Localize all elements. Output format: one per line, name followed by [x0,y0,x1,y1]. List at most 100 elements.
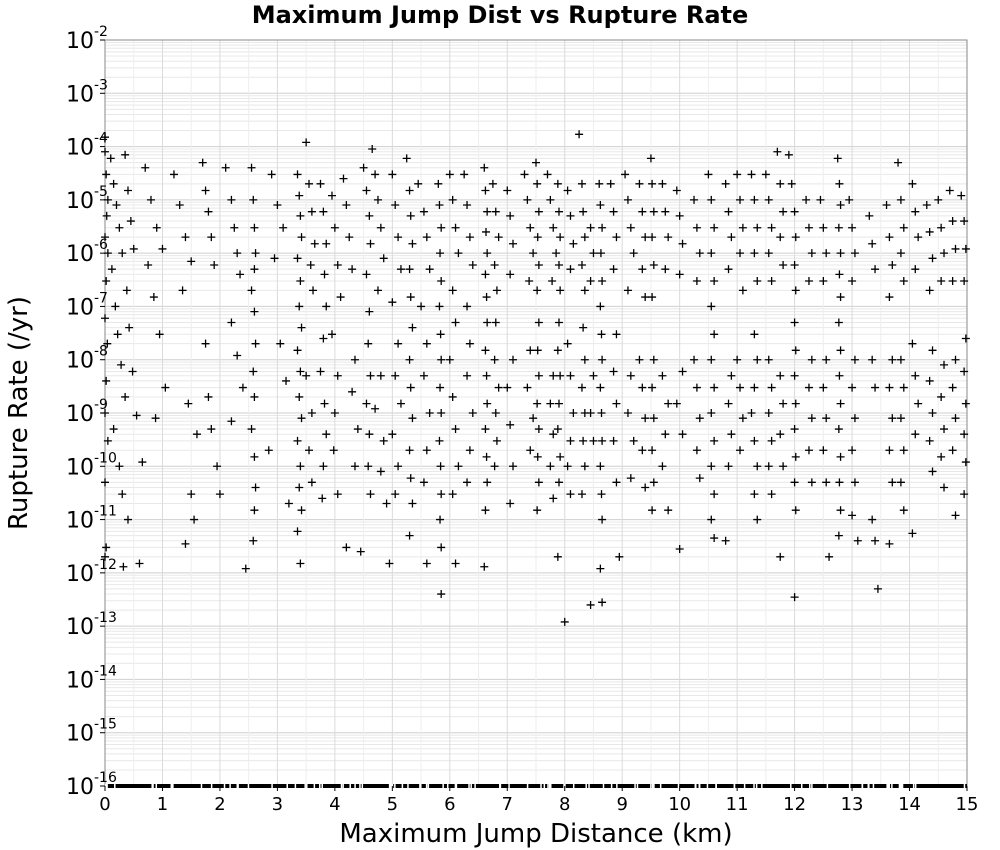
data-point [491,207,500,216]
data-point [276,339,285,348]
data-point [908,529,917,538]
data-point [316,179,325,188]
data-point [422,559,431,568]
data-point [776,430,785,439]
floor-gap [636,784,639,788]
data-point [836,249,845,258]
data-point [586,223,595,232]
data-point [251,483,260,492]
data-point [468,260,477,269]
data-point [436,330,445,339]
data-point [391,201,400,210]
data-point [836,346,845,355]
data-point [948,217,957,226]
data-point [658,462,667,471]
data-point [911,265,920,274]
data-point [807,414,816,423]
data-point [937,392,946,401]
data-point [101,552,109,561]
data-point [577,260,586,269]
data-point [816,195,825,204]
data-point [710,223,719,232]
data-point [553,346,562,355]
data-point [463,302,472,311]
data-point [597,409,606,417]
floor-gap [811,784,813,788]
data-point [612,478,621,487]
floor-gap [901,784,904,788]
data-point [318,494,327,503]
data-point [790,318,799,327]
data-point [327,191,336,200]
data-point [934,195,943,204]
data-point [767,490,776,499]
chart-title: Maximum Jump Dist vs Rupture Rate [252,1,749,29]
data-point [533,286,542,295]
y-tick-label: 10-10 [66,450,117,480]
data-point [609,436,618,445]
data-point [675,211,684,220]
data-point [738,286,747,295]
floor-gap [610,784,613,788]
data-point [957,191,966,200]
data-point [937,277,946,286]
data-point [405,531,414,540]
data-point [348,387,357,396]
data-point [661,265,670,274]
data-point [871,383,880,392]
data-point [664,233,673,242]
data-point [247,425,256,434]
data-point [106,154,115,163]
data-point [791,506,800,515]
data-point [579,436,588,445]
data-point [451,318,460,327]
floor-gap [420,784,422,788]
data-point [236,270,245,279]
data-point [928,409,937,417]
data-point [533,346,542,355]
y-tick-label: 10-5 [66,184,108,214]
data-point [297,323,306,332]
data-point [307,409,316,417]
data-point [925,436,934,445]
data-point [648,179,657,188]
floor-band [105,784,967,788]
data-point [481,346,490,355]
data-point [554,399,563,408]
data-point [629,436,638,445]
data-point [295,392,304,401]
data-point [249,536,258,545]
data-point [790,478,799,487]
floor-gap [200,784,203,788]
data-point [750,195,759,204]
data-point [230,223,239,232]
data-point [305,446,314,455]
data-point [750,249,759,258]
data-point [615,552,624,561]
data-point [526,346,535,355]
data-point [554,207,563,216]
floor-gap [743,784,746,788]
data-point [227,417,236,426]
floor-gap [470,784,472,788]
y-tick-label: 10-7 [66,290,108,320]
data-point [779,207,788,216]
data-point [753,355,762,364]
data-point [141,163,150,172]
data-point [204,392,213,401]
data-point [546,399,555,408]
data-point [373,195,382,204]
data-point [350,355,359,364]
floor-gap [106,784,108,788]
data-point [119,562,128,571]
data-point [804,383,813,392]
data-point [103,436,112,445]
x-tick-label: 2 [214,794,225,815]
data-point [648,446,657,455]
floor-gap [800,784,803,788]
data-point [948,277,957,286]
data-point [546,195,555,204]
data-point [724,399,733,408]
data-point [850,355,859,364]
y-tick-label: 10-3 [66,77,108,107]
